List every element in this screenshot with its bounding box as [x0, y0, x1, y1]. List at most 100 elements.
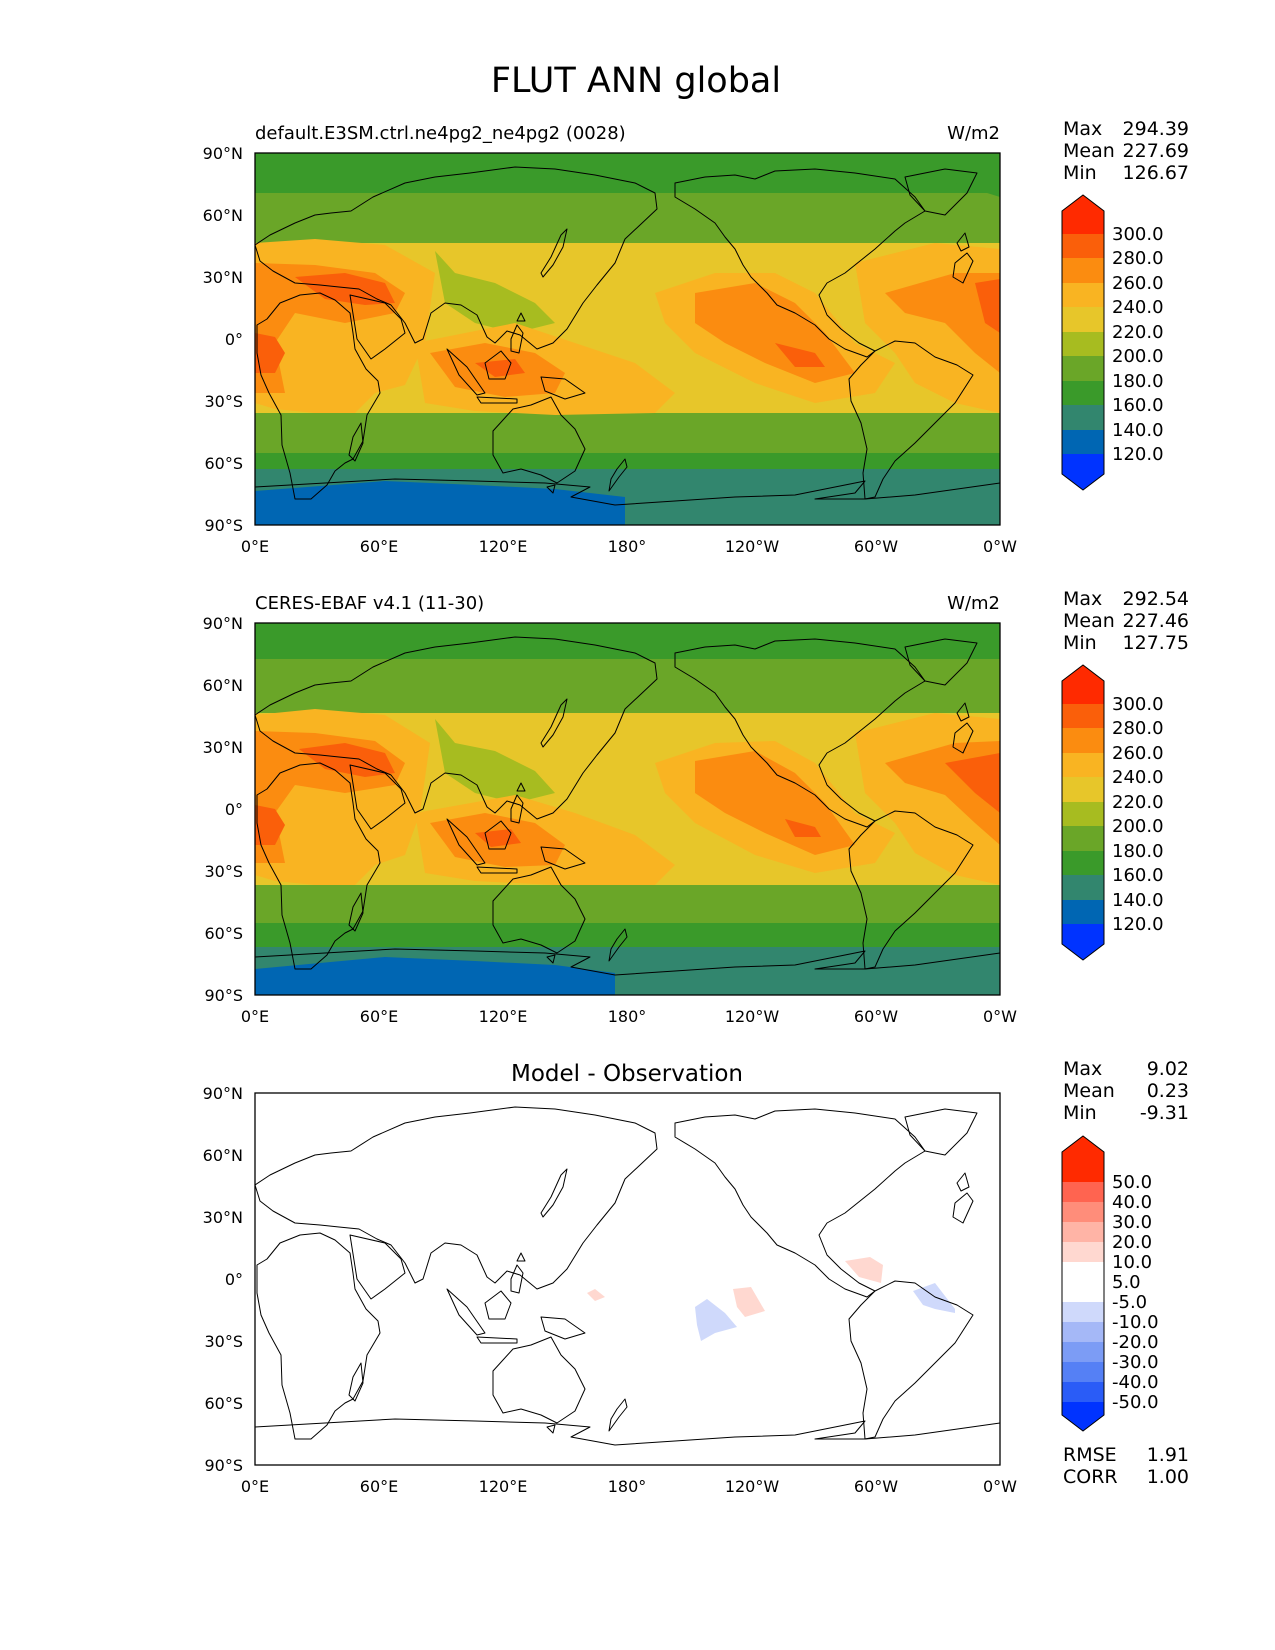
region-1: [425, 153, 1000, 197]
y-tick-label: 60°N: [203, 1146, 243, 1165]
region-14: [775, 343, 825, 367]
y-tick-label: 90°N: [203, 1084, 243, 1103]
colorbar-labels: 300.0 280.0 260.0 240.0 220.0 200.0 180.…: [1112, 224, 1164, 465]
x-tick-labels: 0°E 60°E 120°E 180° 120°W 60°W 0°W: [241, 1477, 1017, 1496]
colorbar-label: 160.0: [1112, 395, 1164, 416]
diff-patch-positive: [845, 1257, 883, 1283]
y-tick-label: 30°N: [203, 1208, 243, 1227]
colorbar-label: 200.0: [1112, 816, 1164, 837]
panel-test: default.E3SM.ctrl.ne4pg2_ne4pg2 (0028) W…: [203, 123, 1018, 556]
colorbar-label: 300.0: [1112, 224, 1164, 245]
y-tick-label: 90°S: [204, 516, 243, 535]
y-tick-label: 30°S: [204, 1332, 243, 1351]
x-tick-label: 0°W: [983, 537, 1017, 556]
colorbar-label: 30.0: [1112, 1212, 1152, 1233]
colorbar-label: -40.0: [1112, 1372, 1159, 1393]
region-10: [299, 743, 395, 777]
y-tick-label: 60°N: [203, 676, 243, 695]
stats-difference: Max Mean Min 9.02 0.23 -9.31: [1063, 1058, 1189, 1124]
map-frame: [254, 622, 1001, 996]
y-tick-label: 0°: [225, 330, 243, 349]
colorbar-swatch: [1062, 405, 1104, 430]
colorbar-extend-min: [1062, 924, 1104, 960]
x-tick-label: 120°E: [479, 1007, 528, 1026]
colorbar-label: 200.0: [1112, 346, 1164, 367]
colorbar-label: 180.0: [1112, 841, 1164, 862]
x-tick-label: 60°E: [360, 537, 398, 556]
colorbar-swatch: [1062, 826, 1104, 851]
metric-value-rmse: 1.91: [1147, 1444, 1189, 1466]
colorbar-label: -10.0: [1112, 1312, 1159, 1333]
x-tick-label: 120°W: [725, 537, 780, 556]
y-tick-label: 90°N: [203, 144, 243, 163]
diff-patch-positive: [733, 1287, 765, 1317]
colorbar-swatch: [1062, 1382, 1104, 1403]
x-tick-labels: 0°E 60°E 120°E 180° 120°W 60°W 0°W: [241, 1007, 1017, 1026]
colorbar-swatch: [1062, 1302, 1104, 1323]
stat-value-max: 294.39: [1123, 118, 1189, 140]
y-tick-label: 90°S: [204, 1456, 243, 1475]
colorbar-difference: 50.0 40.0 30.0 20.0 10.0 5.0 -5.0 -10.0 …: [1061, 1135, 1159, 1432]
panel-title-center: Model - Observation: [511, 1061, 743, 1087]
colorbar-swatch: [1062, 851, 1104, 876]
x-tick-label: 180°: [608, 1007, 647, 1026]
metric-value-corr: 1.00: [1147, 1466, 1189, 1488]
colorbar-label: 240.0: [1112, 767, 1164, 788]
region-10: [885, 273, 1000, 373]
colorbar-outline: [1061, 1135, 1105, 1432]
y-tick-label: 30°N: [203, 268, 243, 287]
panel-difference: Model - Observation 0°E 60°E 120°E 180° …: [203, 1061, 1018, 1496]
colorbar-label: 120.0: [1112, 444, 1164, 465]
colorbar-swatch: [1062, 1182, 1104, 1203]
stat-label-min: Min: [1063, 632, 1097, 654]
colorbar-label: 140.0: [1112, 890, 1164, 911]
colorbar-swatch: [1062, 381, 1104, 406]
region-12: [255, 333, 285, 373]
colorbar-swatch: [1062, 234, 1104, 259]
colorbar-label: 280.0: [1112, 718, 1164, 739]
x-tick-label: 0°E: [241, 1477, 269, 1496]
colorbar-swatch: [1062, 777, 1104, 802]
band-8: [255, 481, 625, 525]
map-background: [255, 1093, 1000, 1465]
region-1: [435, 719, 555, 803]
colorbar-swatch: [1062, 728, 1104, 753]
colorbar-label: 220.0: [1112, 322, 1164, 343]
metrics-difference: RMSE CORR 1.91 1.00: [1063, 1444, 1189, 1488]
colorbar-outline: [1061, 664, 1105, 961]
x-tick-label: 60°E: [360, 1007, 398, 1026]
colorbar-label: 180.0: [1112, 371, 1164, 392]
y-tick-label: 0°: [225, 1270, 243, 1289]
region-2: [435, 251, 555, 333]
colorbar-reference: 300.0 280.0 260.0 240.0 220.0 200.0 180.…: [1061, 664, 1164, 961]
colorbar-label: 20.0: [1112, 1232, 1152, 1253]
x-tick-label: 180°: [608, 537, 647, 556]
colorbar-swatch: [1062, 307, 1104, 332]
colorbar-swatch: [1062, 704, 1104, 729]
colorbar-extend-min: [1062, 1402, 1104, 1431]
stat-label-min: Min: [1063, 1102, 1097, 1124]
colorbar-label: 50.0: [1112, 1172, 1152, 1193]
y-tick-label: 60°S: [204, 924, 243, 943]
colorbar-swatch: [1062, 1242, 1104, 1263]
x-tick-label: 120°W: [725, 1007, 780, 1026]
colorbar-swatch: [1062, 356, 1104, 381]
figure-title: FLUT ANN global: [491, 61, 781, 101]
stat-value-min: 127.75: [1123, 632, 1189, 654]
colorbar-label: 140.0: [1112, 420, 1164, 441]
colorbar-label: 300.0: [1112, 694, 1164, 715]
stat-label-max: Max: [1063, 118, 1102, 140]
colorbar-labels: 50.0 40.0 30.0 20.0 10.0 5.0 -5.0 -10.0 …: [1112, 1172, 1159, 1413]
y-tick-label: 60°N: [203, 206, 243, 225]
colorbar-label: 5.0: [1112, 1272, 1141, 1293]
diff-patch-positive: [587, 1289, 605, 1301]
x-tick-label: 0°E: [241, 1007, 269, 1026]
diff-patch-negative: [695, 1299, 737, 1341]
colorbar-swatch: [1062, 332, 1104, 357]
stat-value-min: -9.31: [1140, 1102, 1189, 1124]
colorbar-test: 300.0 280.0 260.0 240.0 220.0 200.0 180.…: [1061, 194, 1164, 491]
stats-reference: Max Mean Min 292.54 227.46 127.75: [1063, 588, 1189, 654]
x-tick-label: 60°E: [360, 1477, 398, 1496]
region-13: [475, 359, 525, 377]
